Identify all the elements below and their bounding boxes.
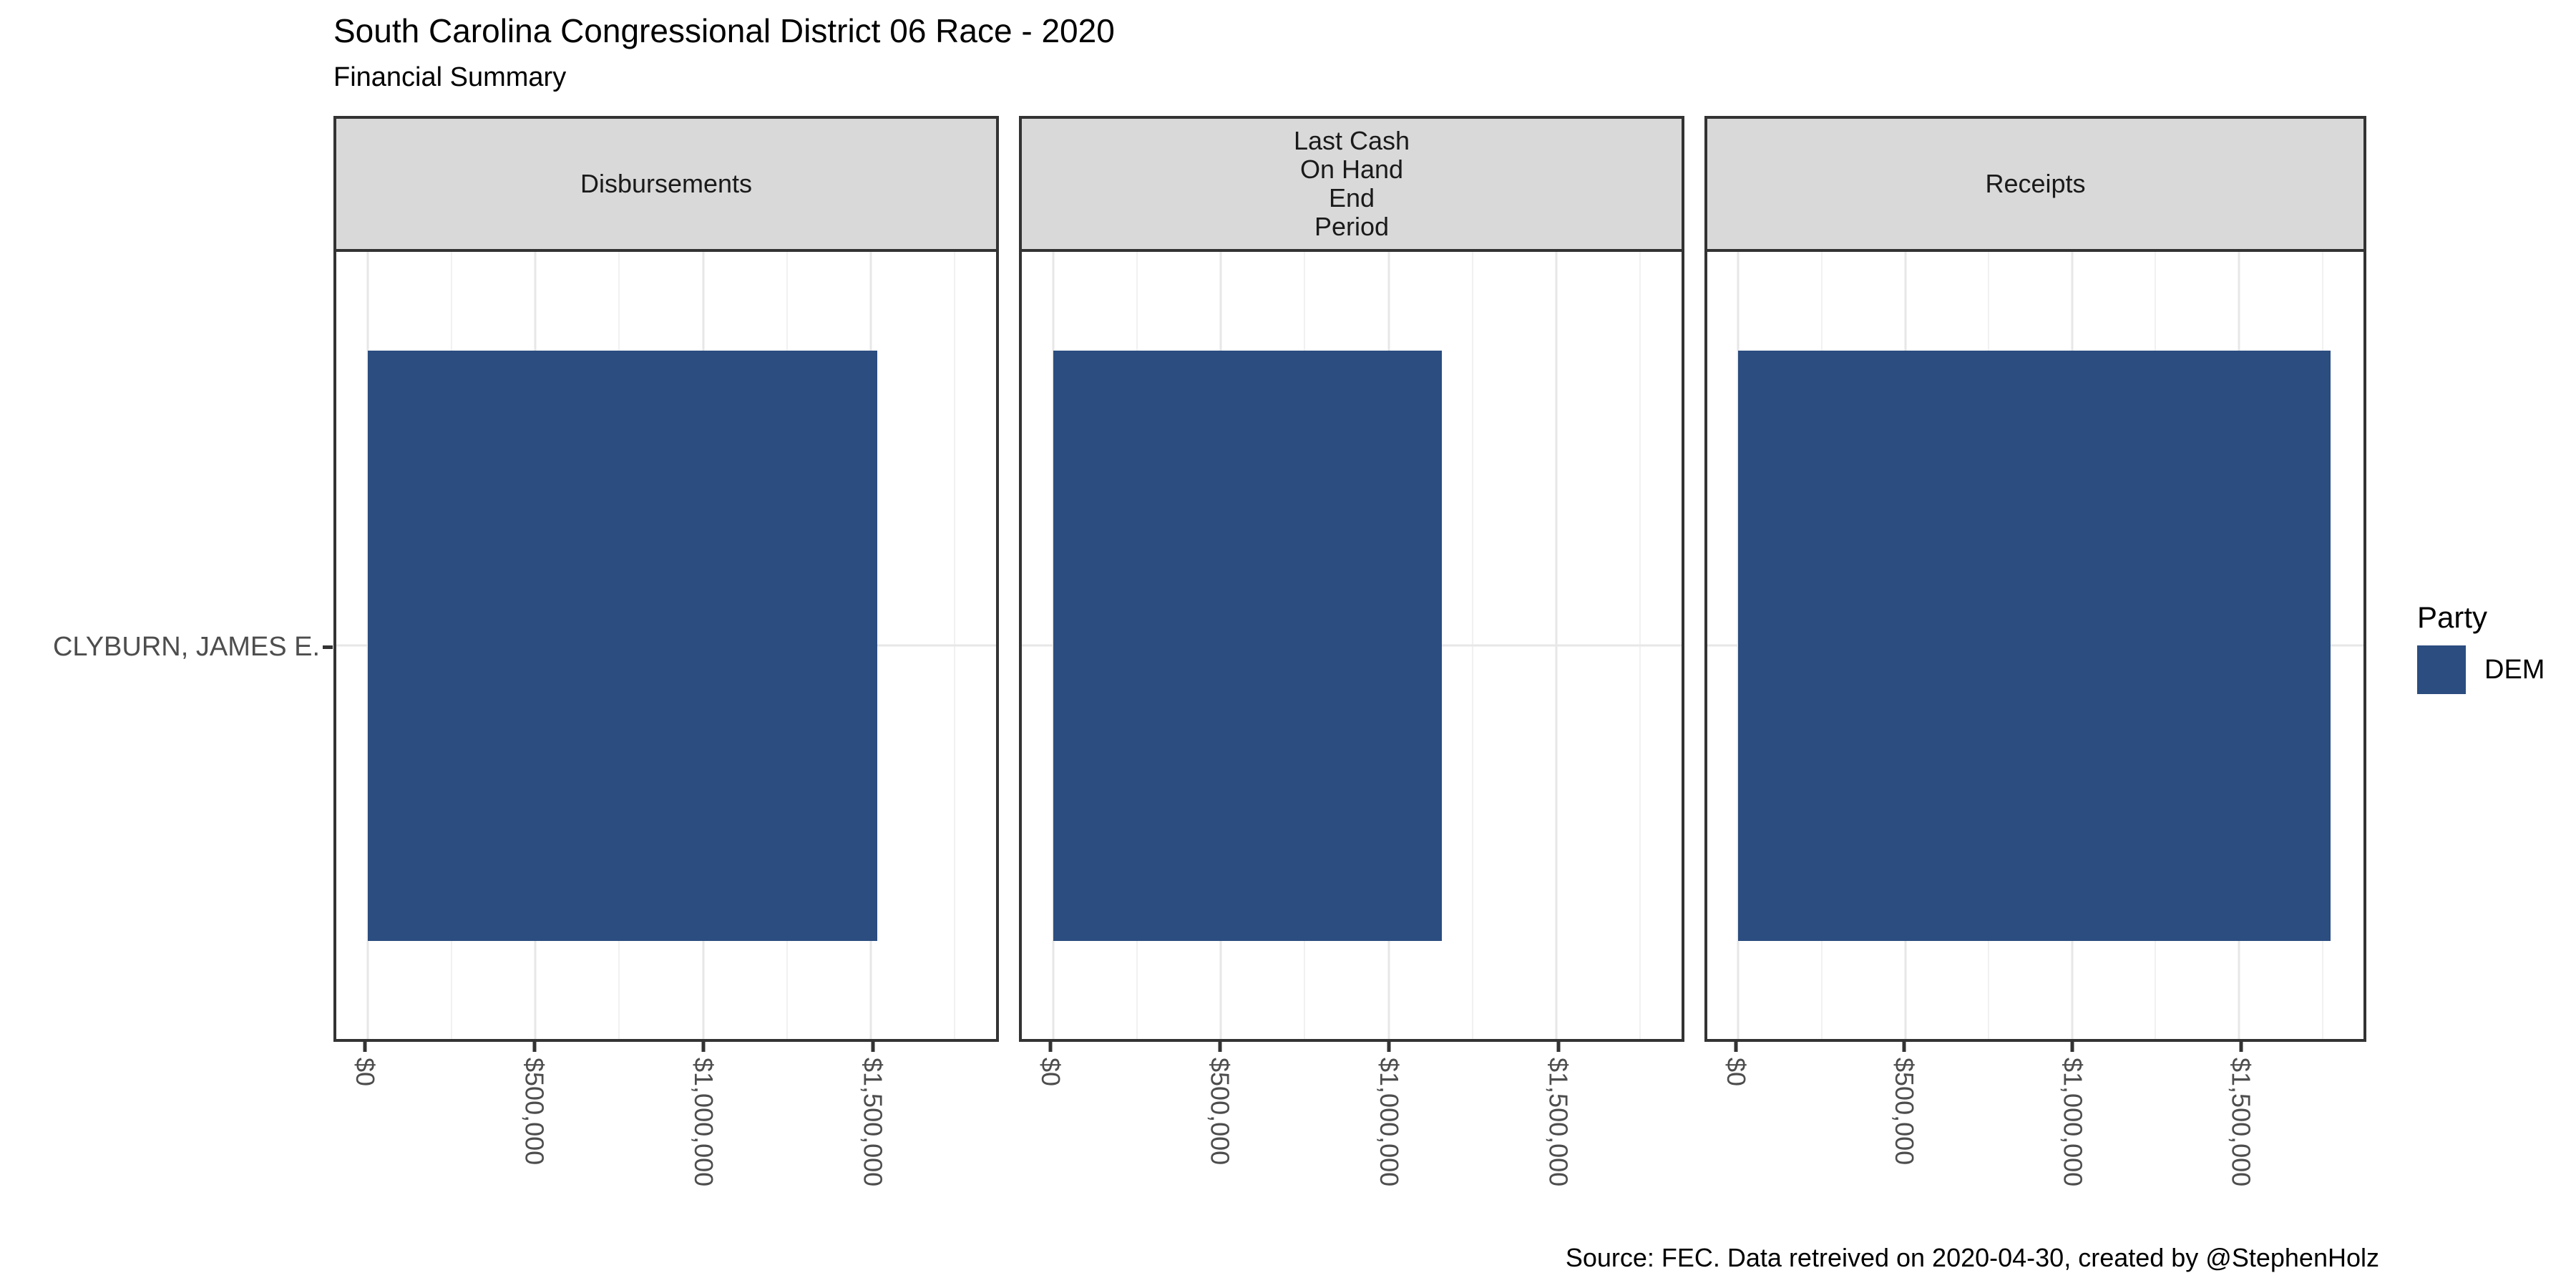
x-tick-label: $500,000 [1890, 1058, 1919, 1166]
x-tick-mark [1556, 1042, 1561, 1052]
x-tick-label: $1,500,000 [2226, 1058, 2256, 1187]
y-axis-tick-mark [323, 645, 333, 649]
x-tick-label: $1,000,000 [1375, 1058, 1405, 1187]
x-tick-label: $1,000,000 [2058, 1058, 2088, 1187]
legend: Party DEM [2417, 600, 2545, 694]
x-tick-label: $1,000,000 [689, 1058, 719, 1187]
plot-panel [1704, 249, 2366, 1042]
x-tick-mark [2239, 1042, 2243, 1052]
x-tick-mark [532, 1042, 536, 1052]
x-tick-label: $0 [1721, 1058, 1751, 1087]
plot-panel [1019, 249, 1684, 1042]
x-tick-mark [1734, 1042, 1738, 1052]
x-tick-label: $500,000 [1205, 1058, 1235, 1166]
chart-title: South Carolina Congressional District 06… [333, 12, 1115, 49]
x-tick-mark [363, 1042, 367, 1052]
x-axis: $0 $500,000 $1,000,000 $1,500,000 [333, 1042, 999, 1242]
facet-strip-label: Receipts [1985, 169, 2086, 198]
bar-last-cash-on-hand [1053, 350, 1442, 941]
x-tick-label: $500,000 [519, 1058, 550, 1166]
x-tick-mark [871, 1042, 875, 1052]
x-tick-mark [2070, 1042, 2074, 1052]
facet-strip: Last Cash On Hand End Period [1019, 116, 1684, 252]
facet-strip: Receipts [1704, 116, 2366, 252]
x-tick-mark [1048, 1042, 1053, 1052]
x-tick-mark [1387, 1042, 1391, 1052]
x-tick-label: $1,500,000 [1543, 1058, 1574, 1187]
legend-title: Party [2417, 600, 2488, 634]
x-tick-label: $1,500,000 [858, 1058, 888, 1187]
facet-disbursements: Disbursements $0 $500,000 $1,000,000 $1,500… [333, 116, 999, 1242]
facet-strip-label: Last Cash On Hand End Period [1293, 126, 1410, 241]
legend-swatch-dem [2417, 645, 2466, 694]
legend-label-dem: DEM [2484, 654, 2545, 685]
x-axis: $0 $500,000 $1,000,000 $1,500,000 [1704, 1042, 2366, 1242]
x-tick-mark [1902, 1042, 1906, 1052]
facet-receipts: Receipts $0 $500,000 $1,000,000 $1,500,000 [1704, 116, 2366, 1242]
source-caption: Source: FEC. Data retreived on 2020-04-3… [1565, 1243, 2379, 1272]
facet-strip: Disbursements [333, 116, 999, 252]
plot-panel [333, 249, 999, 1042]
bar-receipts [1738, 350, 2331, 941]
x-tick-mark [701, 1042, 706, 1052]
facet-strip-label: Disbursements [580, 169, 753, 198]
x-tick-label: $0 [1035, 1058, 1065, 1087]
facet-last-cash-on-hand: Last Cash On Hand End Period $0 $500,000 $… [1019, 116, 1684, 1242]
chart-subtitle: Financial Summary [333, 62, 567, 92]
legend-item-dem: DEM [2417, 645, 2545, 694]
bar-disbursements [367, 350, 877, 941]
y-axis-category-label: CLYBURN, JAMES E. [52, 632, 320, 662]
x-tick-mark [1218, 1042, 1221, 1052]
x-tick-label: $0 [350, 1058, 380, 1087]
x-axis: $0 $500,000 $1,000,000 $1,500,000 [1019, 1042, 1684, 1242]
